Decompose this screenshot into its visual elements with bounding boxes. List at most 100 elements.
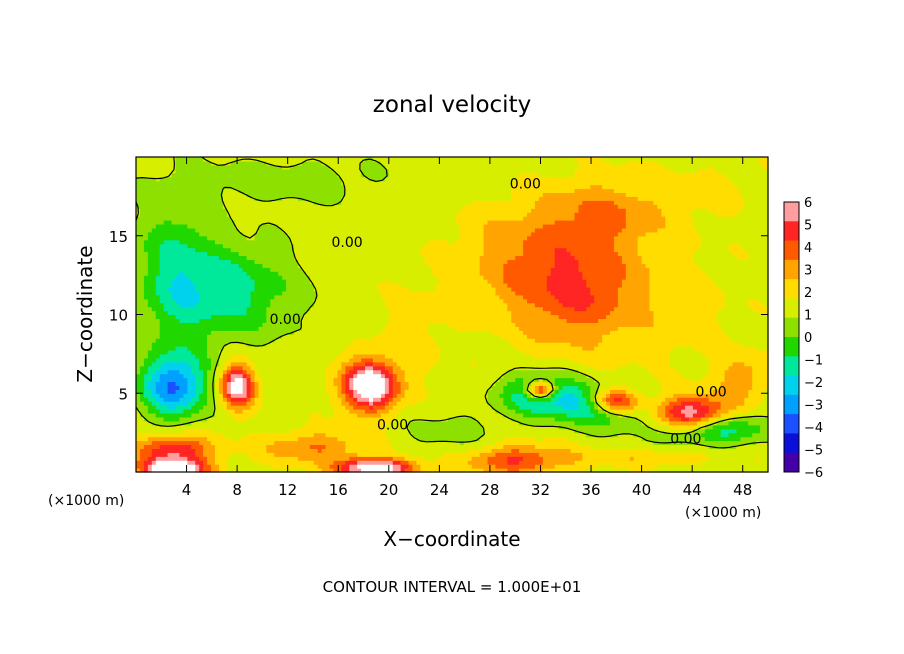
field-cell xyxy=(396,412,402,418)
field-cell xyxy=(728,460,734,465)
field-cell xyxy=(665,397,670,402)
field-cell xyxy=(218,452,224,457)
field-cell xyxy=(633,365,639,371)
field-cell xyxy=(365,460,370,465)
field-cell xyxy=(341,468,346,473)
field-cell xyxy=(151,381,157,386)
field-cell xyxy=(333,420,339,426)
field-cell xyxy=(400,464,406,469)
field-cell xyxy=(740,444,745,449)
field-cell xyxy=(519,448,524,453)
field-cell xyxy=(432,353,437,359)
field-cell xyxy=(459,401,465,406)
field-cell xyxy=(345,369,350,375)
field-cell xyxy=(669,432,674,438)
field-cell xyxy=(649,357,655,363)
field-cell xyxy=(274,428,279,434)
field-cell xyxy=(376,416,382,422)
field-cell xyxy=(499,460,504,465)
field-cell xyxy=(218,377,224,383)
field-cell xyxy=(712,412,718,418)
field-cell xyxy=(728,452,734,457)
field-cell xyxy=(455,436,461,442)
field-cell xyxy=(728,405,734,410)
field-cell xyxy=(558,405,564,410)
field-cell xyxy=(689,377,694,383)
field-cell xyxy=(424,393,429,398)
field-cell xyxy=(416,460,421,465)
field-cell xyxy=(483,432,489,438)
field-cell xyxy=(511,353,516,359)
field-cell xyxy=(147,369,153,375)
field-cell xyxy=(467,452,473,457)
field-cell xyxy=(250,436,256,442)
field-cell xyxy=(685,381,690,386)
field-cell xyxy=(483,420,489,426)
field-cell xyxy=(554,369,560,375)
field-cell xyxy=(167,432,173,438)
field-cell xyxy=(459,436,465,442)
field-cell xyxy=(669,349,674,355)
field-cell xyxy=(562,397,568,402)
field-cell xyxy=(677,440,682,446)
field-cell xyxy=(708,361,714,367)
field-cell xyxy=(455,405,461,410)
field-cell xyxy=(594,436,599,442)
field-cell xyxy=(136,448,141,453)
field-cell xyxy=(696,357,702,363)
field-cell xyxy=(444,428,449,434)
field-cell xyxy=(594,377,599,383)
field-cell xyxy=(459,373,465,379)
field-cell xyxy=(613,424,619,430)
field-cell xyxy=(400,432,406,438)
field-cell xyxy=(728,381,734,386)
field-cell xyxy=(637,420,643,426)
field-cell xyxy=(562,349,568,355)
field-cell xyxy=(511,397,516,402)
field-cell xyxy=(764,373,769,379)
field-cell xyxy=(610,456,615,461)
field-cell xyxy=(527,397,532,402)
field-cell xyxy=(278,369,283,375)
field-cell xyxy=(748,397,753,402)
field-cell xyxy=(400,361,406,367)
field-cell xyxy=(578,349,583,355)
field-cell xyxy=(282,349,287,355)
field-cell xyxy=(681,464,686,469)
field-cell xyxy=(297,381,303,386)
field-cell xyxy=(143,460,149,465)
field-cell xyxy=(215,401,220,406)
field-cell xyxy=(416,397,421,402)
field-cell xyxy=(523,428,528,434)
field-cell xyxy=(309,460,315,465)
field-cell xyxy=(538,436,544,442)
field-cell xyxy=(515,381,520,386)
field-cell xyxy=(286,448,291,453)
field-cell xyxy=(388,405,394,410)
field-cell xyxy=(428,416,433,422)
field-cell xyxy=(503,373,508,379)
field-cell xyxy=(183,373,188,379)
field-cell xyxy=(234,412,240,418)
field-cell xyxy=(764,357,769,363)
field-cell xyxy=(183,460,188,465)
field-cell xyxy=(467,428,473,434)
field-cell xyxy=(448,353,453,359)
field-cell xyxy=(550,452,556,457)
field-cell xyxy=(613,452,619,457)
field-cell xyxy=(744,397,749,402)
field-cell xyxy=(341,369,346,375)
field-cell xyxy=(211,420,216,426)
field-cell xyxy=(598,409,603,414)
field-cell xyxy=(373,381,378,386)
field-cell xyxy=(163,389,169,394)
field-cell xyxy=(692,464,698,469)
field-cell xyxy=(467,389,473,394)
field-cell xyxy=(732,456,737,461)
field-cell xyxy=(337,373,342,379)
field-cell xyxy=(467,369,473,375)
field-cell xyxy=(692,448,698,453)
field-cell xyxy=(266,381,271,386)
field-cell xyxy=(463,369,469,375)
field-cell xyxy=(700,409,706,414)
